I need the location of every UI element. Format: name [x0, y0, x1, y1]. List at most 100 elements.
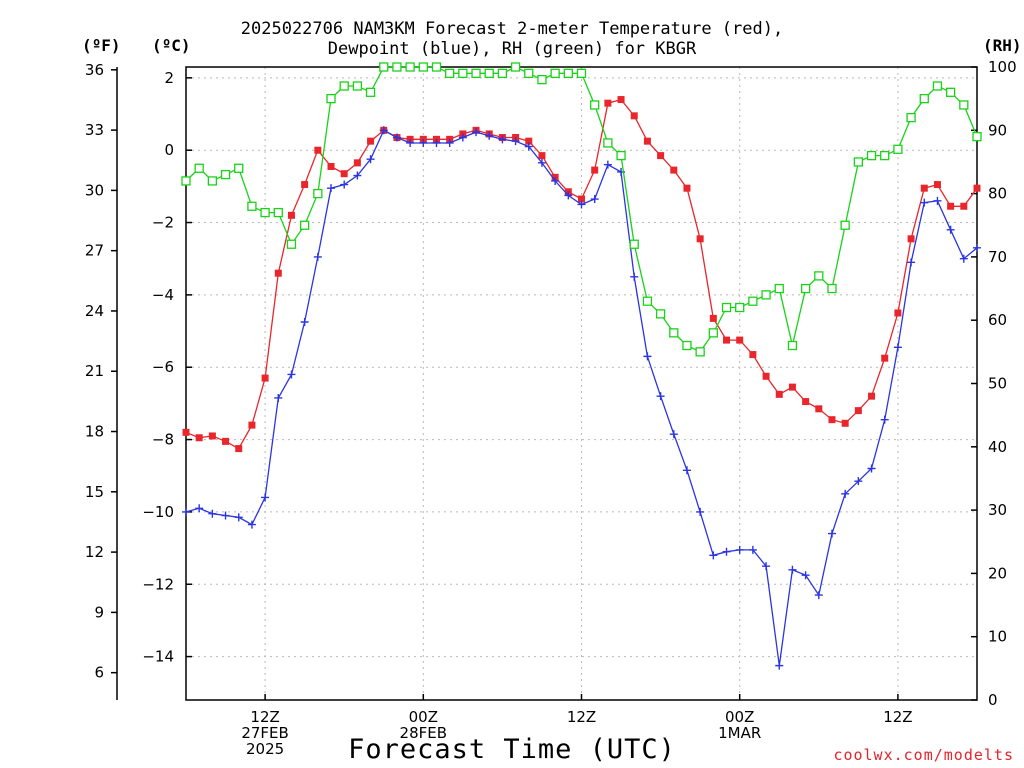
rh-point [972, 131, 982, 142]
dewpoint-point [775, 661, 784, 670]
dewpoint-point [327, 184, 336, 193]
rh-point [919, 94, 929, 104]
temperature-point [947, 202, 955, 210]
rh-point [524, 68, 534, 78]
temperature-point [828, 416, 836, 424]
rh-point [352, 81, 363, 91]
dewpoint-point [340, 180, 349, 189]
dewpoint-point [841, 489, 850, 498]
rh-point [616, 150, 626, 161]
rh-tick-label: 30 [988, 501, 1007, 519]
c-tick-label: −6 [152, 358, 174, 376]
dewpoint-point [696, 507, 705, 516]
rh-point [471, 68, 481, 78]
dewpoint-point [182, 507, 190, 516]
temperature-point [274, 269, 282, 277]
rh-point [932, 81, 943, 91]
rh-point [840, 220, 850, 230]
dewpoint-point [735, 545, 744, 554]
rh-point [603, 138, 613, 148]
chart-axes [111, 66, 978, 701]
dewpoint-point [920, 198, 929, 207]
rh-point [787, 340, 798, 351]
temperature-point [736, 336, 744, 344]
rh-tick-label: 50 [988, 375, 1007, 393]
dewpoint-point [854, 477, 863, 486]
dewpoint-point [195, 504, 204, 513]
rh-point [906, 112, 916, 123]
dewpoint-point [630, 272, 639, 281]
rh-point [379, 62, 389, 72]
temperature-point [301, 181, 309, 189]
c-tick-label: −14 [142, 648, 174, 666]
rh-point [220, 169, 231, 180]
dewpoint-point [524, 142, 533, 151]
rh-point [893, 144, 903, 154]
source-credit: coolwx.com/modelts [833, 746, 1014, 764]
series-rh [181, 62, 982, 357]
x-axis-label: Forecast Time (UTC) [348, 734, 676, 765]
rh-tick-label: 90 [988, 121, 1007, 139]
temperature-point [578, 195, 585, 203]
rh-tick-label: 60 [988, 311, 1007, 329]
dewpoint-point [366, 155, 375, 164]
temperature-point [367, 137, 375, 145]
dewpoint-point [511, 137, 520, 146]
rh-tick-label: 0 [988, 691, 998, 709]
dewpoint-point [788, 565, 797, 574]
temperature-point [762, 372, 770, 380]
rh-point [537, 75, 547, 85]
temperature-point [235, 445, 243, 453]
x-tick-label: 00Z [409, 708, 438, 726]
f-tick-label: 9 [94, 603, 104, 621]
dewpoint-point [247, 520, 256, 529]
temperature-point [248, 421, 256, 429]
rh-point [313, 188, 323, 199]
rh-point [708, 328, 718, 338]
celsius-axis-label: (ºC) [152, 36, 191, 55]
rh-point [207, 176, 218, 186]
dewpoint-point [458, 133, 467, 142]
dewpoint-point [867, 464, 876, 473]
rh-point [642, 296, 653, 306]
dewpoint-point [234, 513, 243, 522]
rh-point [945, 87, 956, 97]
temperature-point [617, 96, 625, 104]
rh-point [260, 207, 270, 218]
x-tick-label: 28FEB [400, 724, 447, 742]
rh-point [339, 81, 349, 91]
rh-point [827, 283, 837, 294]
temperature-point [182, 428, 190, 436]
temperature-point [591, 166, 599, 174]
temperature-point [287, 211, 295, 219]
dewpoint-point [287, 370, 296, 379]
rh-point [181, 176, 191, 186]
temperature-point [683, 184, 691, 192]
rh-point [365, 87, 376, 97]
temperature-point [643, 137, 651, 145]
rh-point [563, 68, 573, 78]
c-tick-label: −12 [142, 575, 174, 593]
dewpoint-point [880, 415, 889, 424]
dewpoint-point [392, 133, 401, 142]
dewpoint-point [498, 135, 507, 144]
dewpoint-point [379, 126, 388, 135]
dewpoint-point [261, 493, 270, 502]
dewpoint-point [551, 176, 560, 185]
f-tick-label: 12 [85, 543, 104, 561]
rh-tick-label: 10 [988, 628, 1007, 646]
temperature-point [525, 137, 533, 145]
x-tick-label: 12Z [250, 708, 279, 726]
dewpoint-point [933, 196, 942, 205]
temperature-point [788, 383, 796, 391]
rh-point [682, 340, 692, 351]
rh-point [326, 94, 336, 104]
f-tick-label: 27 [85, 242, 104, 260]
f-tick-label: 21 [85, 362, 104, 380]
temperature-point [696, 235, 704, 243]
rh-point [247, 201, 257, 211]
rh-point [550, 68, 560, 78]
dewpoint-point [485, 131, 494, 140]
rh-point [405, 62, 415, 72]
rh-point [576, 68, 587, 78]
